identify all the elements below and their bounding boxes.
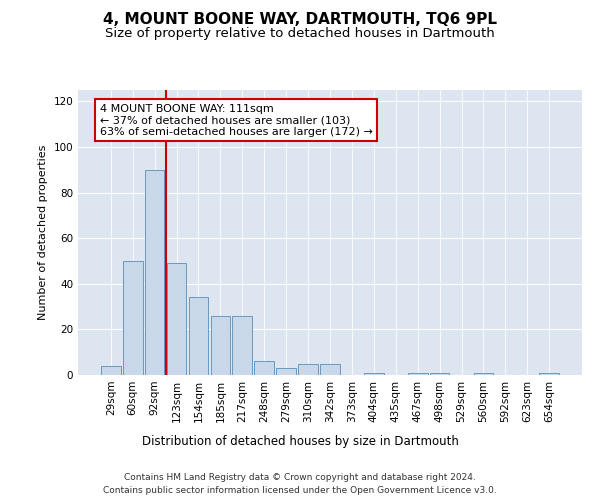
- Bar: [254, 362, 274, 375]
- Bar: [364, 372, 384, 375]
- Bar: [123, 261, 143, 375]
- Bar: [276, 368, 296, 375]
- Bar: [167, 264, 187, 375]
- Text: 4, MOUNT BOONE WAY, DARTMOUTH, TQ6 9PL: 4, MOUNT BOONE WAY, DARTMOUTH, TQ6 9PL: [103, 12, 497, 28]
- Bar: [408, 372, 428, 375]
- Bar: [232, 316, 252, 375]
- Text: Distribution of detached houses by size in Dartmouth: Distribution of detached houses by size …: [142, 435, 458, 448]
- Bar: [539, 372, 559, 375]
- Text: Contains public sector information licensed under the Open Government Licence v3: Contains public sector information licen…: [103, 486, 497, 495]
- Text: 4 MOUNT BOONE WAY: 111sqm
← 37% of detached houses are smaller (103)
63% of semi: 4 MOUNT BOONE WAY: 111sqm ← 37% of detac…: [100, 104, 373, 137]
- Bar: [188, 298, 208, 375]
- Bar: [430, 372, 449, 375]
- Bar: [145, 170, 164, 375]
- Y-axis label: Number of detached properties: Number of detached properties: [38, 145, 48, 320]
- Bar: [101, 366, 121, 375]
- Text: Contains HM Land Registry data © Crown copyright and database right 2024.: Contains HM Land Registry data © Crown c…: [124, 472, 476, 482]
- Bar: [298, 364, 318, 375]
- Bar: [473, 372, 493, 375]
- Bar: [320, 364, 340, 375]
- Text: Size of property relative to detached houses in Dartmouth: Size of property relative to detached ho…: [105, 28, 495, 40]
- Bar: [211, 316, 230, 375]
